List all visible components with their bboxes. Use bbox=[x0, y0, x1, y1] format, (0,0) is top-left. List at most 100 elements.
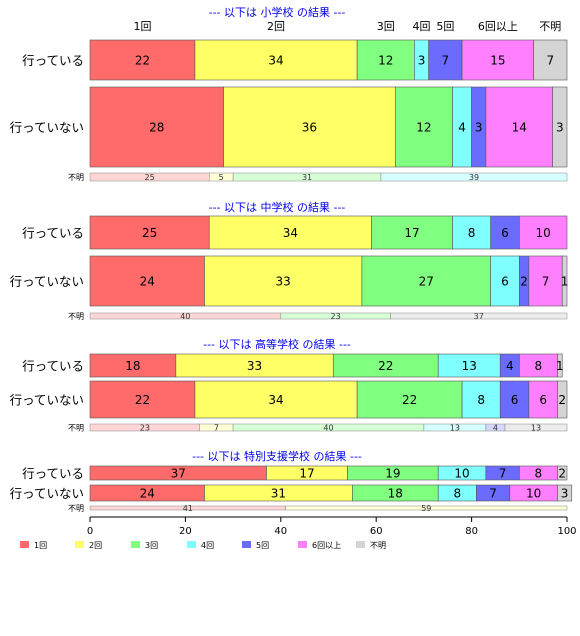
segment-value-label: 8 bbox=[477, 393, 485, 407]
legend-swatch bbox=[20, 541, 29, 548]
segment-value-label: 17 bbox=[299, 467, 314, 481]
unknown-row-label: 不明 bbox=[68, 424, 84, 433]
unknown-row-label: 不明 bbox=[68, 173, 84, 182]
bar-segment bbox=[356, 39, 415, 81]
row-label: 行っていない bbox=[10, 486, 84, 501]
segment-value-label: 25 bbox=[142, 226, 157, 240]
segment-value-label: 12 bbox=[378, 54, 393, 68]
segment-value-label: 7 bbox=[489, 487, 497, 501]
row-label: 行っていない bbox=[10, 393, 84, 408]
segment-value-label: 22 bbox=[135, 54, 150, 68]
legend-label: 2回 bbox=[89, 541, 102, 550]
unknown-bar-segment bbox=[380, 172, 568, 182]
bar-segment bbox=[89, 215, 210, 250]
legend-swatch bbox=[242, 541, 251, 548]
bar-segment bbox=[356, 380, 463, 419]
unknown-segment-value-label: 23 bbox=[331, 312, 341, 321]
bar-segment bbox=[452, 215, 491, 250]
segment-value-label: 22 bbox=[135, 393, 150, 407]
unknown-row-label: 不明 bbox=[68, 504, 84, 513]
x-tick-label: 60 bbox=[370, 526, 383, 537]
segment-value-label: 13 bbox=[462, 359, 477, 373]
unknown-bar-segment bbox=[285, 505, 568, 511]
panel-title: --- 以下は 中学校 の結果 --- bbox=[209, 200, 346, 214]
unknown-segment-value-label: 13 bbox=[450, 424, 460, 433]
legend-label: 6回以上 bbox=[312, 541, 341, 550]
segment-value-label: 22 bbox=[378, 359, 393, 373]
bar-segment bbox=[557, 465, 568, 481]
bar-segment bbox=[490, 215, 520, 250]
segment-value-label: 6 bbox=[501, 226, 509, 240]
segment-value-label: 3 bbox=[475, 121, 483, 135]
segment-value-label: 3 bbox=[561, 487, 569, 501]
legend-swatch bbox=[187, 541, 196, 548]
segment-value-label: 7 bbox=[442, 54, 450, 68]
segment-value-label: 6 bbox=[539, 393, 547, 407]
bar-segment bbox=[461, 39, 534, 81]
x-tick-label: 0 bbox=[87, 526, 93, 537]
segment-value-label: 1 bbox=[561, 275, 569, 289]
panel-title: --- 以下は 特別支援学校 の結果 --- bbox=[192, 449, 362, 463]
bar-segment bbox=[557, 380, 568, 419]
bar-segment bbox=[557, 484, 573, 502]
legend-swatch bbox=[75, 541, 84, 548]
category-header-label: 1回 bbox=[133, 20, 151, 33]
bar-segment bbox=[461, 380, 501, 419]
category-header-label: 6回以上 bbox=[478, 20, 518, 33]
bar-segment bbox=[89, 255, 205, 307]
segment-value-label: 7 bbox=[499, 467, 507, 481]
unknown-segment-value-label: 40 bbox=[323, 424, 333, 433]
segment-value-label: 22 bbox=[402, 393, 417, 407]
segment-value-label: 2 bbox=[558, 467, 566, 481]
bar-segment bbox=[361, 255, 491, 307]
unknown-segment-value-label: 40 bbox=[180, 312, 190, 321]
segment-value-label: 34 bbox=[268, 54, 283, 68]
legend-swatch bbox=[356, 541, 365, 548]
segment-value-label: 6 bbox=[511, 393, 519, 407]
unknown-segment-value-label: 31 bbox=[302, 173, 312, 182]
row-label: 行っていない bbox=[10, 274, 84, 289]
bar-segment bbox=[89, 86, 224, 168]
bar-segment bbox=[561, 255, 568, 307]
bar-segment bbox=[194, 39, 358, 81]
segment-value-label: 33 bbox=[247, 359, 262, 373]
segment-value-label: 4 bbox=[506, 359, 514, 373]
panel-title: --- 以下は 小学校 の結果 --- bbox=[209, 5, 346, 19]
segment-value-label: 2 bbox=[558, 393, 566, 407]
segment-value-label: 3 bbox=[418, 54, 426, 68]
bar-segment bbox=[533, 39, 568, 81]
segment-value-label: 28 bbox=[149, 121, 164, 135]
category-header-label: 4回 bbox=[413, 20, 431, 33]
bar-segment bbox=[552, 86, 568, 168]
bar-segment bbox=[89, 39, 196, 81]
x-tick-label: 100 bbox=[557, 526, 576, 537]
legend-label: 4回 bbox=[201, 541, 214, 550]
segment-value-label: 10 bbox=[526, 487, 541, 501]
x-tick-label: 40 bbox=[274, 526, 287, 537]
segment-value-label: 17 bbox=[404, 226, 419, 240]
legend-label: 不明 bbox=[370, 541, 386, 550]
bar-segment bbox=[428, 39, 463, 81]
unknown-segment-value-label: 39 bbox=[469, 173, 479, 182]
bar-segment bbox=[89, 380, 196, 419]
segment-value-label: 33 bbox=[276, 275, 291, 289]
unknown-segment-value-label: 13 bbox=[531, 424, 541, 433]
row-label: 行っている bbox=[22, 466, 84, 481]
unknown-segment-value-label: 37 bbox=[474, 312, 484, 321]
segment-value-label: 8 bbox=[535, 467, 543, 481]
category-header-label: 5回 bbox=[436, 20, 454, 33]
row-label: 行っている bbox=[22, 226, 84, 241]
unknown-segment-value-label: 7 bbox=[214, 424, 219, 433]
row-label: 行っている bbox=[22, 359, 84, 374]
bar-segment bbox=[194, 380, 358, 419]
legend-label: 3回 bbox=[145, 541, 158, 550]
segment-value-label: 37 bbox=[171, 467, 186, 481]
segment-value-label: 34 bbox=[283, 226, 298, 240]
segment-value-label: 24 bbox=[140, 275, 155, 289]
segment-value-label: 3 bbox=[556, 121, 564, 135]
unknown-segment-value-label: 41 bbox=[183, 504, 193, 513]
segment-value-label: 18 bbox=[125, 359, 140, 373]
bar-segment bbox=[528, 380, 558, 419]
segment-value-label: 10 bbox=[536, 226, 551, 240]
